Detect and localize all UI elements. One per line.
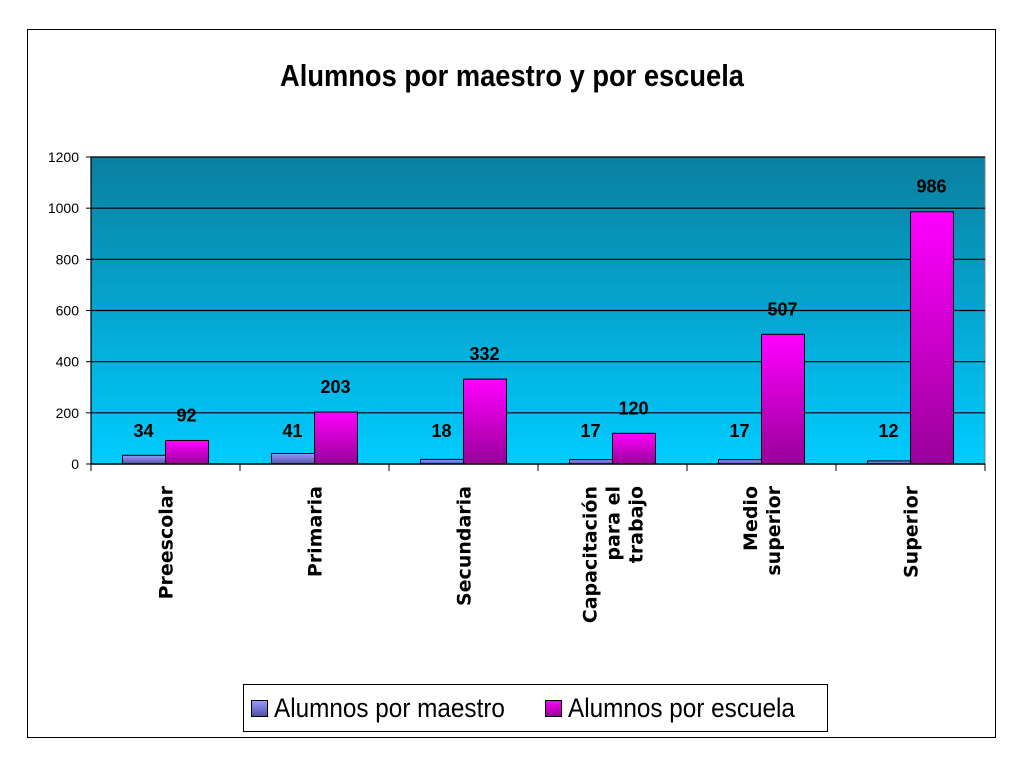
bar-alumnos-por-escuela-primaria bbox=[314, 411, 358, 465]
legend-item-alumnos-por-escuela: Alumnos por escuela bbox=[544, 692, 820, 724]
y-tick-label-1000: 1000 bbox=[48, 200, 79, 216]
data-labels: 34 92 41 203 18 332 17 120 17 507 12 986 bbox=[133, 177, 946, 441]
legend-label-alumnos-por-maestro: Alumnos por maestro bbox=[274, 692, 506, 723]
data-label-alumnos-por-maestro-secundaria: 18 bbox=[431, 421, 451, 441]
x-tick-label-capacitacion-para-el-trabajo: Capacitaciónpara eltrabajo bbox=[580, 486, 648, 623]
data-label-alumnos-por-maestro-medio-superior: 17 bbox=[729, 421, 749, 441]
legend-swatch-alumnos-por-maestro bbox=[251, 699, 269, 717]
y-tick-labels: 0 200 400 600 800 1000 1200 bbox=[48, 149, 79, 472]
data-label-alumnos-por-escuela-superior: 986 bbox=[916, 177, 946, 197]
x-tick-label-superior: Superior bbox=[901, 485, 923, 578]
y-tick-label-800: 800 bbox=[56, 251, 80, 267]
gridlines bbox=[91, 156, 985, 414]
legend-item-alumnos-por-maestro: Alumnos por maestro bbox=[251, 693, 531, 724]
bar-alumnos-por-escuela-preescolar bbox=[165, 439, 209, 465]
data-label-alumnos-por-escuela-primaria: 203 bbox=[320, 377, 350, 397]
legend-label-alumnos-por-escuela: Alumnos por escuela bbox=[567, 692, 795, 723]
y-tick-label-600: 600 bbox=[56, 303, 80, 319]
x-tick-label-medio-superior: Mediosuperior bbox=[740, 485, 785, 575]
data-label-alumnos-por-maestro-preescolar: 34 bbox=[133, 421, 153, 441]
data-label-alumnos-por-escuela-preescolar: 92 bbox=[176, 405, 196, 425]
bar-alumnos-por-escuela-capacitacion-para-el-trabajo bbox=[612, 432, 656, 465]
data-label-alumnos-por-maestro-superior: 12 bbox=[878, 421, 898, 441]
category-labels: Preescolar Primaria Secundaria Capacitación… bbox=[156, 485, 923, 623]
bar-alumnos-por-escuela-secundaria bbox=[463, 378, 507, 465]
legend-swatch-alumnos-por-escuela bbox=[544, 699, 562, 717]
y-tick-label-400: 400 bbox=[56, 354, 80, 370]
data-label-alumnos-por-escuela-secundaria: 332 bbox=[469, 344, 499, 364]
chart-title: Alumnos por maestro y por escuela bbox=[280, 58, 744, 93]
bar-alumnos-por-escuela-medio-superior bbox=[761, 333, 805, 465]
bar-alumnos-por-escuela-superior bbox=[910, 211, 954, 465]
x-tick-label-preescolar: Preescolar bbox=[156, 485, 178, 599]
data-label-alumnos-por-maestro-capacitacion-para-el-trabajo: 17 bbox=[580, 421, 600, 441]
data-label-alumnos-por-maestro-primaria: 41 bbox=[282, 421, 302, 441]
bar-alumnos-por-maestro-primaria bbox=[271, 453, 315, 465]
y-tick-label-200: 200 bbox=[56, 405, 80, 421]
y-tick-label-0: 0 bbox=[71, 456, 79, 472]
bar-alumnos-por-maestro-preescolar bbox=[122, 454, 166, 465]
data-label-alumnos-por-escuela-capacitacion-para-el-trabajo: 120 bbox=[618, 398, 648, 418]
legend: Alumnos por maestro Alumnos por escuela bbox=[243, 684, 828, 732]
x-tick-label-secundaria: Secundaria bbox=[454, 486, 476, 606]
x-tick-label-primaria: Primaria bbox=[305, 486, 327, 577]
axes bbox=[86, 156, 986, 471]
bars bbox=[122, 211, 954, 465]
y-tick-label-1200: 1200 bbox=[48, 149, 79, 165]
data-label-alumnos-por-escuela-medio-superior: 507 bbox=[767, 299, 797, 319]
